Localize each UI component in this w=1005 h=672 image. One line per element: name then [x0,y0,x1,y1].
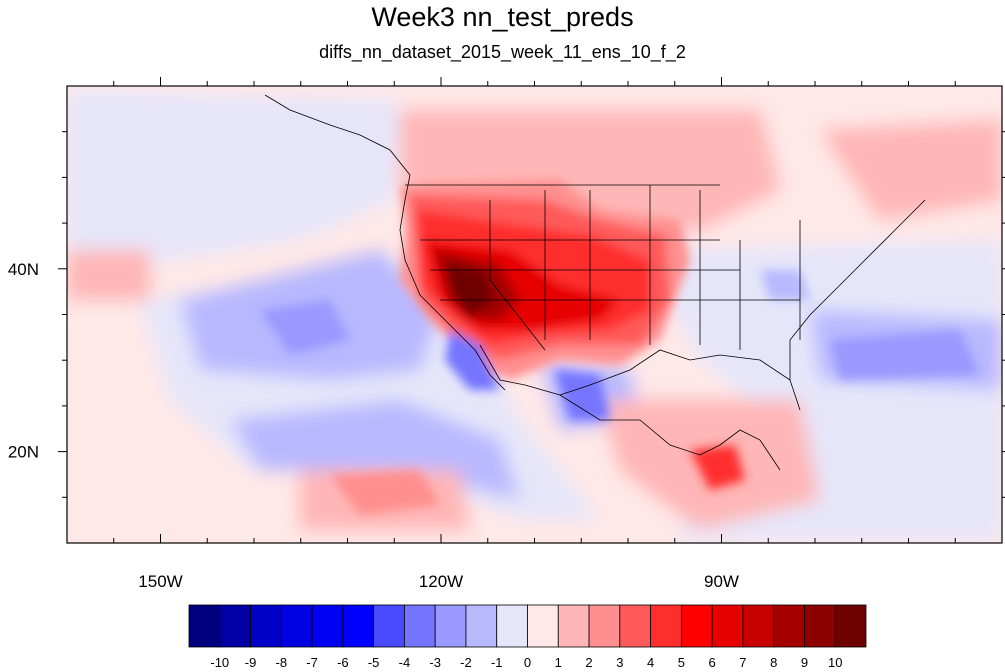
colorbar-swatch [834,604,867,648]
colorbar-label: -7 [306,655,318,670]
colorbar-label: -6 [337,655,349,670]
colorbar-swatch [742,604,775,648]
colorbar-label: -4 [399,655,411,670]
colorbar-swatch [527,604,559,648]
colorbar-label: 5 [678,655,685,670]
colorbar-label: -2 [460,655,472,670]
colorbar-label: 3 [616,655,623,670]
colorbar-swatch [711,604,744,648]
colorbar-swatch [434,604,467,648]
colorbar-label: 6 [709,655,716,670]
colorbar-swatch [619,604,651,648]
colorbar-label: -1 [491,655,503,670]
anomaly-field [67,86,1002,543]
colorbar-swatch [804,604,836,648]
colorbar-swatch [680,604,713,648]
colorbar-swatch [280,604,313,648]
y-tick-label: 40N [8,260,39,279]
colorbar-swatch [373,604,405,648]
colorbar-label: 10 [828,655,842,670]
colorbar-label: 8 [770,655,777,670]
colorbar-label: -10 [210,655,229,670]
colorbar-swatch [496,604,528,648]
colorbar-swatch [342,604,375,648]
colorbar-label: 2 [585,655,592,670]
coastlines [264,94,926,471]
colorbar-label: 4 [647,655,654,670]
colorbar-label: 0 [524,655,531,670]
chart-title: Week3 nn_test_preds [371,2,634,32]
colorbar-swatch [219,604,251,648]
colorbar-swatch [250,604,282,648]
colorbar-swatch [311,604,344,648]
colorbar-swatch [188,604,221,648]
y-tick-label: 20N [8,443,39,462]
colorbar-swatch [404,604,436,648]
colorbar-swatch [465,604,498,648]
colorbar-label: -8 [276,655,288,670]
chart-subtitle: diffs_nn_dataset_2015_week_11_ens_10_f_2 [319,42,686,62]
colorbar-label: -3 [429,655,441,670]
x-tick-label: 150W [138,572,182,591]
colorbar-label: 7 [739,655,746,670]
colorbar-swatch [588,604,621,648]
colorbar-swatch [650,604,682,648]
colorbar-label: -5 [368,655,380,670]
colorbar-label: 9 [801,655,808,670]
colorbar-label: 1 [555,655,562,670]
colorbar-swatch [773,604,805,648]
x-tick-label: 120W [419,572,463,591]
colorbar-swatch [557,604,590,648]
colorbar-label: -9 [245,655,257,670]
x-tick-label: 90W [704,572,739,591]
